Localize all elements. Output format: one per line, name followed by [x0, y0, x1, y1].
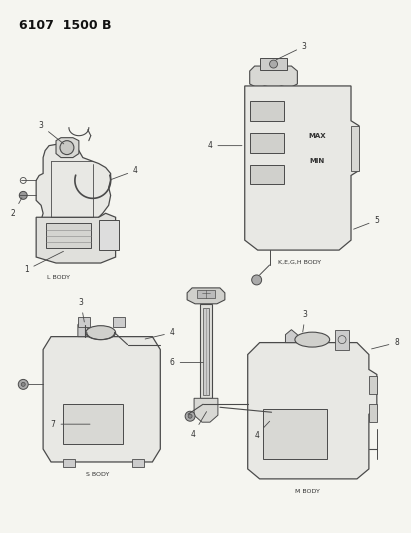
Circle shape — [18, 379, 28, 389]
Bar — [78, 317, 90, 327]
Bar — [260, 58, 287, 70]
Bar — [250, 165, 284, 184]
Text: 2: 2 — [11, 198, 22, 218]
Circle shape — [270, 60, 277, 68]
Polygon shape — [250, 66, 298, 88]
Bar — [263, 409, 327, 459]
Text: 4: 4 — [111, 166, 138, 180]
Text: 4: 4 — [254, 421, 270, 440]
Circle shape — [188, 414, 192, 418]
Polygon shape — [248, 343, 377, 479]
Bar — [250, 101, 284, 121]
Text: 5: 5 — [353, 216, 379, 229]
Circle shape — [60, 141, 74, 155]
Text: 4: 4 — [208, 141, 242, 150]
Bar — [132, 459, 144, 467]
Polygon shape — [56, 138, 79, 158]
Polygon shape — [43, 337, 160, 462]
Text: 6107  1500 B: 6107 1500 B — [19, 19, 112, 33]
Ellipse shape — [295, 332, 330, 347]
Bar — [63, 404, 122, 444]
Text: 3: 3 — [276, 42, 307, 60]
Polygon shape — [36, 213, 115, 263]
Circle shape — [19, 191, 27, 199]
Text: 4: 4 — [191, 411, 207, 439]
Bar — [46, 223, 91, 248]
Text: 7: 7 — [51, 419, 90, 429]
Circle shape — [268, 408, 275, 416]
Bar — [369, 376, 377, 394]
Circle shape — [252, 275, 262, 285]
Text: L BODY: L BODY — [48, 275, 71, 280]
Polygon shape — [36, 143, 111, 235]
Polygon shape — [194, 398, 218, 422]
Text: MIN: MIN — [309, 158, 325, 164]
Polygon shape — [78, 320, 88, 337]
Text: 4: 4 — [145, 328, 175, 339]
Text: 3: 3 — [39, 121, 64, 144]
Bar — [197, 290, 215, 298]
Bar — [351, 126, 359, 171]
Bar — [203, 308, 209, 395]
Text: S BODY: S BODY — [86, 472, 109, 477]
Text: K,E,G,H BODY: K,E,G,H BODY — [278, 260, 321, 265]
Circle shape — [185, 411, 195, 421]
Polygon shape — [245, 86, 359, 250]
Bar — [200, 304, 212, 398]
Polygon shape — [187, 288, 225, 304]
Polygon shape — [286, 330, 298, 343]
Text: 3: 3 — [303, 310, 308, 332]
Ellipse shape — [86, 326, 115, 340]
Text: MAX: MAX — [308, 133, 326, 139]
Bar — [113, 317, 125, 327]
Text: 6: 6 — [170, 358, 203, 367]
Text: 1: 1 — [24, 252, 63, 274]
Bar — [63, 459, 75, 467]
Bar — [99, 220, 119, 250]
Text: M BODY: M BODY — [295, 489, 320, 494]
Text: 8: 8 — [372, 338, 399, 349]
Bar — [335, 330, 349, 350]
Text: 3: 3 — [79, 298, 84, 322]
Bar — [369, 404, 377, 422]
Bar — [250, 133, 284, 152]
Circle shape — [21, 382, 25, 386]
